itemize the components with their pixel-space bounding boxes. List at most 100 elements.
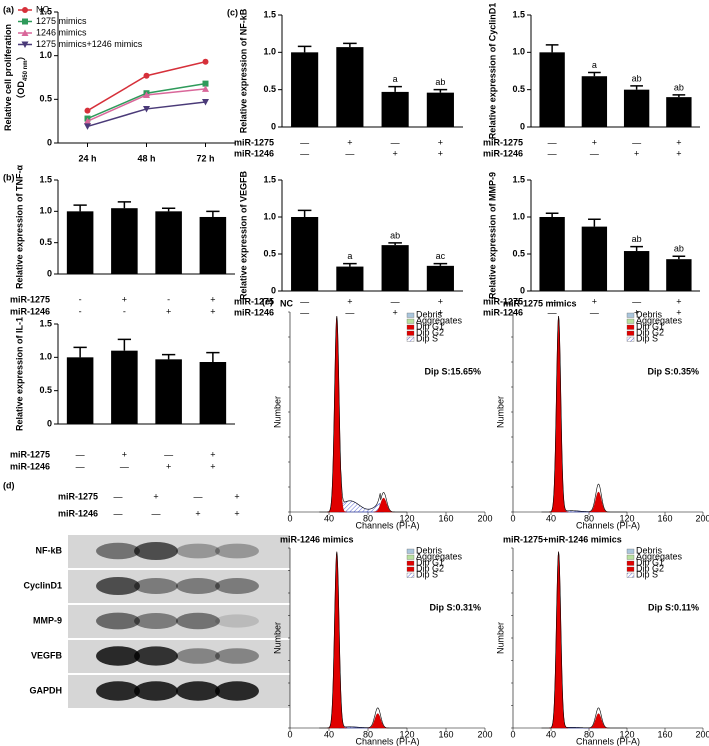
legend-label: Aggregates <box>636 551 683 561</box>
condition-mark: + <box>676 296 681 306</box>
bar <box>381 91 409 127</box>
x-tick-label: 200 <box>695 729 709 739</box>
legend-label: 1275 mimics <box>36 16 87 26</box>
bar <box>666 259 692 291</box>
blot-row-label: GAPDH <box>29 685 62 695</box>
error-bar <box>161 353 176 360</box>
blot-band <box>96 542 140 560</box>
legend-swatch <box>406 330 415 336</box>
blot-band <box>96 681 140 701</box>
condition-mark: — <box>300 307 309 317</box>
bar <box>581 76 608 127</box>
condition-mark: — <box>300 137 309 147</box>
legend-swatch <box>626 324 635 330</box>
bar <box>291 52 319 128</box>
y-tick-label: 0 <box>47 137 52 147</box>
unit-open: （OD <box>16 81 26 104</box>
bar <box>336 266 364 291</box>
error-bar <box>117 338 132 351</box>
unit-sub: 450 nm <box>23 60 29 81</box>
condition-mark: — <box>114 491 123 501</box>
blot-band <box>215 648 259 664</box>
condition-mark: — <box>194 491 203 501</box>
bar <box>199 216 227 274</box>
condition-mark: — <box>590 307 599 317</box>
legend-label: Dip G1 <box>636 321 664 331</box>
legend-label: NC <box>36 4 49 14</box>
condition-label: miR-1246 <box>483 148 523 158</box>
bar <box>111 208 138 274</box>
legend-label: Dip G1 <box>416 321 444 331</box>
result-label: Dip S:0.35% <box>647 366 699 376</box>
condition-mark: - <box>79 306 82 316</box>
bar-annotation: ac <box>436 251 446 261</box>
blot-band <box>176 578 220 594</box>
condition-mark: + <box>234 508 239 518</box>
y-axis-label: Relative expression of MMP-9 <box>487 172 497 299</box>
x-axis-label: Channels (PI-A) <box>355 520 419 530</box>
y-axis-label: Relative expression of VEGFB <box>238 170 248 300</box>
legend-swatch <box>406 336 415 342</box>
error-bar <box>672 94 686 98</box>
condition-mark: — <box>114 508 123 518</box>
condition-mark: + <box>438 137 443 147</box>
g1-peak <box>326 551 347 729</box>
bar-annotation: a <box>393 74 398 84</box>
legend-label: Dip G2 <box>636 327 664 337</box>
error-bar <box>588 218 601 227</box>
legend-swatch <box>626 572 635 578</box>
blot-band <box>134 646 178 666</box>
y-axis-label: Number <box>272 622 282 654</box>
x-tick-label: 200 <box>477 513 492 523</box>
error-bar <box>161 207 176 212</box>
blot-band <box>134 613 178 629</box>
g1-peak <box>548 551 569 729</box>
y-axis-label: Relative expression of IL-1 <box>14 317 24 431</box>
point <box>143 72 150 79</box>
y-tick-label: 1.5 <box>39 174 52 184</box>
condition-label: miR-1246 <box>234 148 274 158</box>
bar-annotation: ab <box>632 234 642 244</box>
condition-mark: — <box>300 148 309 158</box>
legend-label: Debris <box>416 545 443 555</box>
x-tick-label: 0 <box>510 513 515 523</box>
y-tick-label: 1.0 <box>39 50 52 60</box>
y-tick-label: 0 <box>271 121 276 131</box>
legend-swatch <box>406 318 415 324</box>
condition-mark: + <box>676 307 681 317</box>
x-tick-label: 80 <box>363 513 373 523</box>
panel-label: (d) <box>3 480 15 490</box>
error-bar <box>545 44 559 53</box>
condition-mark: — <box>632 137 641 147</box>
condition-mark: — <box>345 148 354 158</box>
point <box>143 91 150 98</box>
y-axis-label: Number <box>495 622 505 654</box>
y-tick-label: 1.0 <box>512 211 525 221</box>
error-bar <box>388 85 402 92</box>
error-bar <box>73 204 87 212</box>
g2-peak <box>588 491 609 513</box>
condition-mark: + <box>347 296 352 306</box>
blot-row-label: MMP-9 <box>33 615 62 625</box>
x-tick-label: 160 <box>438 513 453 523</box>
y-tick-label: 0 <box>271 285 276 295</box>
x-tick-label: 120 <box>619 513 634 523</box>
blot-row-label: CyclinD1 <box>23 580 62 590</box>
outline <box>541 551 627 729</box>
outline <box>319 551 407 729</box>
y-tick-label: 1.5 <box>263 9 276 19</box>
error-bar <box>545 212 559 217</box>
bar <box>666 97 692 127</box>
legend-label: Aggregates <box>416 315 463 325</box>
legend-label: Aggregates <box>636 315 683 325</box>
condition-mark: — <box>548 148 557 158</box>
legend-label: Dip S <box>636 333 658 343</box>
condition-mark: — <box>152 508 161 518</box>
condition-label: miR-1246 <box>10 461 50 471</box>
x-tick-label: 160 <box>657 729 672 739</box>
legend-swatch <box>626 548 635 554</box>
x-tick-label: 48 h <box>137 153 155 163</box>
point <box>143 105 150 113</box>
condition-mark: + <box>392 148 397 158</box>
panel-label: (e) <box>262 296 273 306</box>
